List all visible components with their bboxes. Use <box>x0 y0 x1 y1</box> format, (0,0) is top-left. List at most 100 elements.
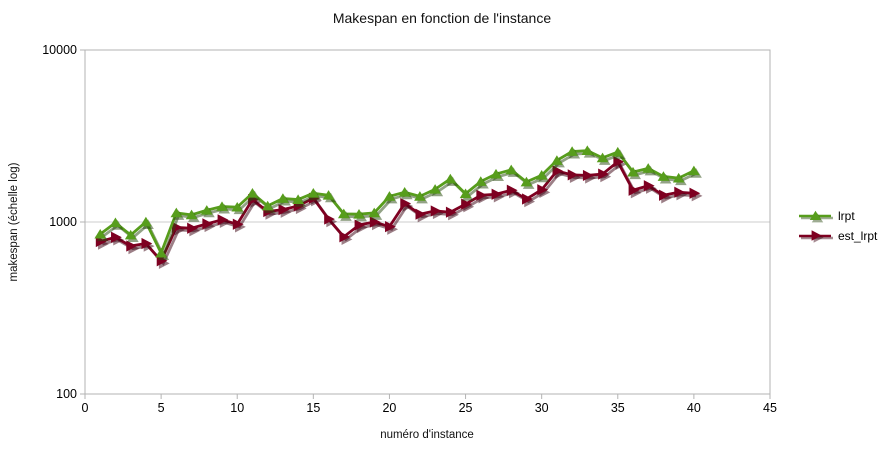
chart-line-lrpt <box>99 149 695 255</box>
marker-lrpt-20 <box>383 191 396 201</box>
x-tick-label-15: 15 <box>306 401 320 415</box>
marker-lrpt-34 <box>596 152 609 163</box>
marker-lrpt-23 <box>429 184 441 194</box>
marker-lrpt-36 <box>627 166 639 177</box>
legend: lrpt est_lrpt <box>799 206 877 246</box>
legend-label-lrpt: lrpt <box>838 209 855 223</box>
marker-lrpt-11 <box>246 188 259 198</box>
marker-lrpt-22 <box>414 191 426 201</box>
marker-lrpt-12 <box>261 200 274 211</box>
marker-est_lrpt-9 <box>217 214 229 226</box>
marker-lrpt-25 <box>459 188 472 199</box>
marker-lrpt-39 <box>672 172 685 183</box>
marker-lrpt-3 <box>124 229 137 240</box>
marker-lrpt-40 <box>688 165 700 176</box>
marker-lrpt-2 <box>109 217 122 228</box>
lrpt-line-marker-icon <box>799 210 833 223</box>
marker-lrpt-4 <box>140 216 152 227</box>
marker-lrpt-15 <box>307 188 320 198</box>
marker-lrpt-29 <box>520 176 533 187</box>
marker-lrpt-24 <box>444 173 457 184</box>
x-tick-label-0: 0 <box>82 401 89 415</box>
x-tick-label-5: 5 <box>158 401 165 415</box>
marker-lrpt-8 <box>200 205 213 215</box>
marker-est_lrpt-33 <box>582 169 594 182</box>
marker-lrpt-18 <box>353 209 365 219</box>
marker-est_lrpt-34 <box>598 168 609 180</box>
marker-est_lrpt-13 <box>278 204 290 216</box>
marker-lrpt-30 <box>535 170 548 180</box>
x-tick-label-20: 20 <box>382 401 396 415</box>
x-tick-label-40: 40 <box>687 401 701 415</box>
marker-lrpt-9 <box>216 201 228 211</box>
marker-est_lrpt-22 <box>415 208 427 220</box>
y-tick-label-1000: 1000 <box>49 215 77 229</box>
marker-lrpt-33 <box>581 145 594 156</box>
marker-lrpt-28 <box>505 164 518 175</box>
marker-est_lrpt-18 <box>354 219 366 231</box>
x-tick-label-10: 10 <box>230 401 244 415</box>
marker-est_lrpt-25 <box>461 198 472 210</box>
plot-frame <box>84 49 771 395</box>
x-axis-title: numéro d'instance <box>380 429 474 441</box>
marker-lrpt-10 <box>231 201 244 212</box>
marker-lrpt-16 <box>322 190 335 200</box>
marker-est_lrpt-39 <box>674 186 686 198</box>
marker-est_lrpt-8 <box>202 218 214 230</box>
marker-est_lrpt-27 <box>491 188 503 200</box>
marker-est_lrpt-37 <box>643 180 655 192</box>
marker-est_lrpt-32 <box>567 169 579 181</box>
chart-line-shadow-lrpt <box>101 151 697 260</box>
y-axis-title: makespan (échelle log) <box>8 162 20 282</box>
marker-lrpt-38 <box>657 171 670 181</box>
chart-line-shadow-est_lrpt <box>102 162 697 266</box>
marker-lrpt-37 <box>642 163 655 173</box>
legend-item-est-lrpt: est_lrpt <box>799 226 877 246</box>
marker-lrpt-13 <box>277 193 289 203</box>
marker-est_lrpt-26 <box>476 189 488 201</box>
marker-est_lrpt-36 <box>628 184 640 196</box>
marker-est_lrpt-29 <box>522 193 533 205</box>
marker-lrpt-32 <box>566 146 578 156</box>
marker-lrpt-14 <box>292 194 304 204</box>
marker-est_lrpt-3 <box>126 240 138 252</box>
x-tick-label-45: 45 <box>763 401 777 415</box>
marker-est_lrpt-30 <box>537 184 549 196</box>
marker-est_lrpt-2 <box>111 231 122 243</box>
marker-lrpt-17 <box>337 208 350 219</box>
legend-item-lrpt: lrpt <box>799 206 877 226</box>
marker-est_lrpt-4 <box>141 237 153 250</box>
marker-est_lrpt-24 <box>445 206 457 218</box>
marker-lrpt-26 <box>474 176 487 186</box>
marker-lrpt-35 <box>611 146 624 157</box>
marker-lrpt-31 <box>551 155 563 165</box>
chart-line-est_lrpt <box>99 160 694 263</box>
y-tick-label-100: 100 <box>56 387 77 401</box>
marker-est_lrpt-7 <box>187 222 198 234</box>
marker-est_lrpt-23 <box>430 205 442 217</box>
x-tick-label-30: 30 <box>535 401 549 415</box>
y-tick-label-10000: 10000 <box>42 43 77 57</box>
x-tick-label-35: 35 <box>611 401 625 415</box>
marker-lrpt-1 <box>94 228 107 239</box>
marker-est_lrpt-38 <box>659 189 670 201</box>
marker-est_lrpt-17 <box>339 231 351 243</box>
marker-lrpt-27 <box>490 168 502 179</box>
x-tick-label-25: 25 <box>459 401 473 415</box>
marker-est_lrpt-16 <box>324 213 335 225</box>
marker-lrpt-6 <box>170 207 183 218</box>
marker-est_lrpt-10 <box>232 218 244 230</box>
marker-est_lrpt-40 <box>689 187 701 199</box>
marker-lrpt-21 <box>398 187 411 197</box>
marker-est_lrpt-21 <box>400 197 412 210</box>
marker-est_lrpt-28 <box>506 184 518 196</box>
marker-lrpt-19 <box>368 207 381 218</box>
marker-est_lrpt-20 <box>385 221 396 233</box>
legend-label-est-lrpt: est_lrpt <box>838 229 878 243</box>
marker-lrpt-5 <box>155 247 167 258</box>
chart-title: Makespan en fonction de l'instance <box>332 10 552 26</box>
marker-lrpt-7 <box>185 209 198 220</box>
est-lrpt-line-marker-icon <box>799 230 833 243</box>
